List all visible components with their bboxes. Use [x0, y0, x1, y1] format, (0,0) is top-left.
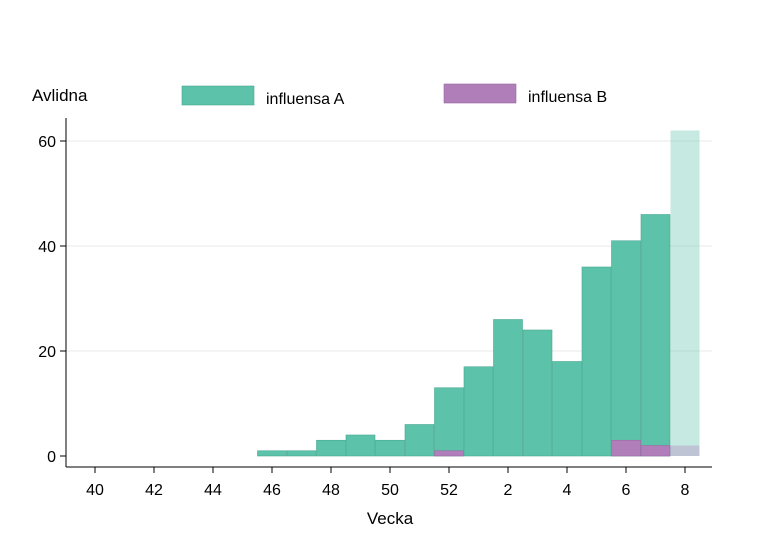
bars-layer — [257, 130, 700, 457]
bar-influensa-a-week-2 — [493, 319, 523, 457]
y-tick-label-60: 60 — [38, 134, 56, 151]
bar-influensa-a-week-5 — [581, 266, 612, 457]
bar-influensa-b-week-52 — [434, 450, 464, 457]
x-tick-label-46: 46 — [263, 482, 281, 499]
bar-influensa-a-week-47 — [286, 450, 317, 457]
x-tick-label-48: 48 — [322, 482, 340, 499]
bar-influensa-a-week-8 — [670, 130, 700, 456]
x-tick-label-4: 4 — [563, 482, 572, 499]
bar-influensa-a-week-52 — [434, 387, 464, 457]
y-axis-title: Avlidna — [32, 86, 88, 105]
bar-influensa-a-week-51 — [404, 424, 435, 457]
bar-influensa-a-week-46 — [257, 450, 287, 457]
y-tick-label-20: 20 — [38, 344, 56, 361]
bar-influensa-b-week-8 — [670, 445, 700, 456]
x-tick-label-52: 52 — [440, 482, 458, 499]
x-tick-label-40: 40 — [86, 482, 104, 499]
bar-influensa-a-week-50 — [375, 439, 405, 457]
y-tick-label-0: 0 — [47, 449, 56, 466]
legend-label-influensa-a: influensa A — [266, 91, 345, 108]
x-axis-title: Vecka — [367, 509, 414, 528]
bar-influensa-a-week-1 — [463, 366, 494, 457]
bar-influensa-a-week-4 — [552, 361, 582, 457]
legend-swatch-influensa-a — [181, 85, 255, 106]
x-tick-label-8: 8 — [681, 482, 690, 499]
bar-influensa-b-week-7 — [640, 445, 671, 457]
y-tick-label-40: 40 — [38, 239, 56, 256]
legend-swatch-influensa-b — [443, 83, 517, 104]
x-tick-label-42: 42 — [145, 482, 163, 499]
bar-influensa-a-week-3 — [522, 329, 553, 457]
legend-label-influensa-b: influensa B — [528, 89, 607, 106]
x-tick-label-6: 6 — [622, 482, 631, 499]
bar-influensa-a-week-6 — [611, 240, 641, 457]
x-tick-label-2: 2 — [504, 482, 513, 499]
bar-influensa-a-week-49 — [345, 434, 376, 457]
bar-influensa-b-week-6 — [611, 439, 641, 457]
bar-influensa-a-week-48 — [316, 439, 346, 457]
legend: influensa A influensa B — [181, 83, 607, 108]
x-tick-label-50: 50 — [381, 482, 399, 499]
bar-influensa-a-week-7 — [640, 214, 671, 457]
x-tick-label-44: 44 — [204, 482, 222, 499]
